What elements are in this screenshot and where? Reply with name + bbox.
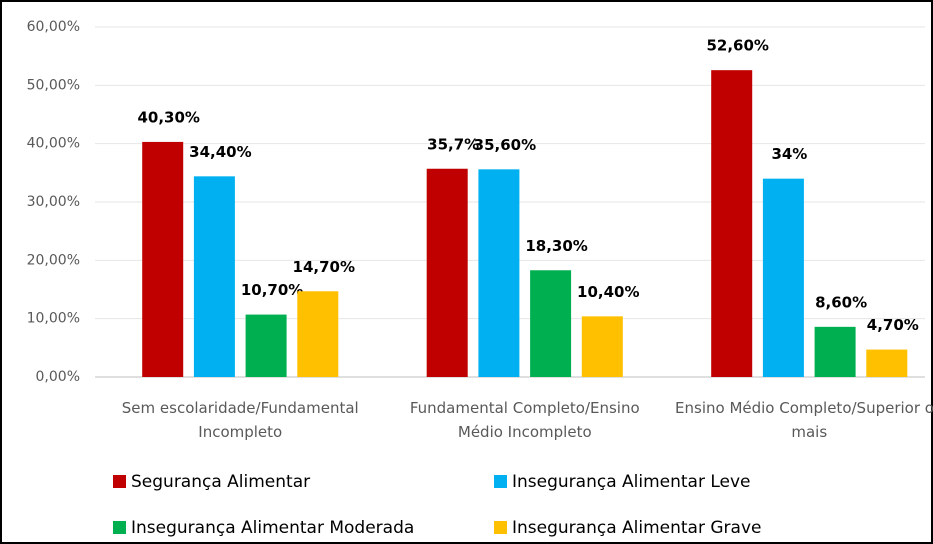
data-label: 10,40% bbox=[577, 283, 639, 301]
y-tick-label: 10,00% bbox=[27, 311, 80, 327]
y-tick-label: 50,00% bbox=[27, 77, 80, 93]
data-label: 34,40% bbox=[189, 143, 251, 161]
bar bbox=[142, 141, 184, 377]
bar bbox=[581, 316, 623, 377]
legend-swatch bbox=[494, 475, 507, 488]
data-label: 52,60% bbox=[706, 37, 768, 55]
y-tick-label: 60,00% bbox=[27, 19, 80, 35]
legend-label: Segurança Alimentar bbox=[131, 472, 310, 492]
data-label: 34% bbox=[771, 145, 807, 163]
y-tick-label: 0,00% bbox=[36, 369, 80, 385]
data-label: 14,70% bbox=[293, 258, 355, 276]
bar bbox=[762, 178, 804, 377]
data-label: 18,30% bbox=[525, 237, 587, 255]
bar bbox=[297, 291, 339, 377]
bar bbox=[814, 326, 856, 377]
bar bbox=[866, 349, 908, 377]
bar bbox=[530, 270, 572, 377]
legend-label: Insegurança Alimentar Leve bbox=[512, 472, 751, 492]
y-tick-label: 30,00% bbox=[27, 194, 80, 210]
x-tick-label: Fundamental Completo/Ensino Médio Incomp… bbox=[409, 399, 640, 441]
legend-swatch bbox=[113, 521, 126, 534]
bar bbox=[426, 168, 468, 377]
bar bbox=[478, 169, 520, 377]
bar bbox=[245, 314, 287, 377]
y-tick-label: 20,00% bbox=[27, 252, 80, 268]
data-label: 35,60% bbox=[474, 136, 536, 154]
legend-swatch bbox=[494, 521, 507, 534]
x-tick-label: Ensino Médio Completo/Superior ou mais bbox=[675, 399, 933, 441]
data-label: 8,60% bbox=[815, 293, 867, 311]
data-label: 4,70% bbox=[867, 316, 919, 334]
bar bbox=[711, 70, 753, 378]
legend-label: Insegurança Alimentar Moderada bbox=[131, 518, 414, 538]
data-label: 35,7% bbox=[427, 135, 479, 153]
x-tick-label: Sem escolaridade/Fundamental Incompleto bbox=[121, 399, 359, 441]
legend-swatch bbox=[113, 475, 126, 488]
data-label: 10,70% bbox=[241, 281, 303, 299]
data-label: 40,30% bbox=[137, 108, 199, 126]
bar bbox=[193, 176, 235, 377]
y-tick-label: 40,00% bbox=[27, 136, 80, 152]
legend-label: Insegurança Alimentar Grave bbox=[512, 518, 761, 538]
